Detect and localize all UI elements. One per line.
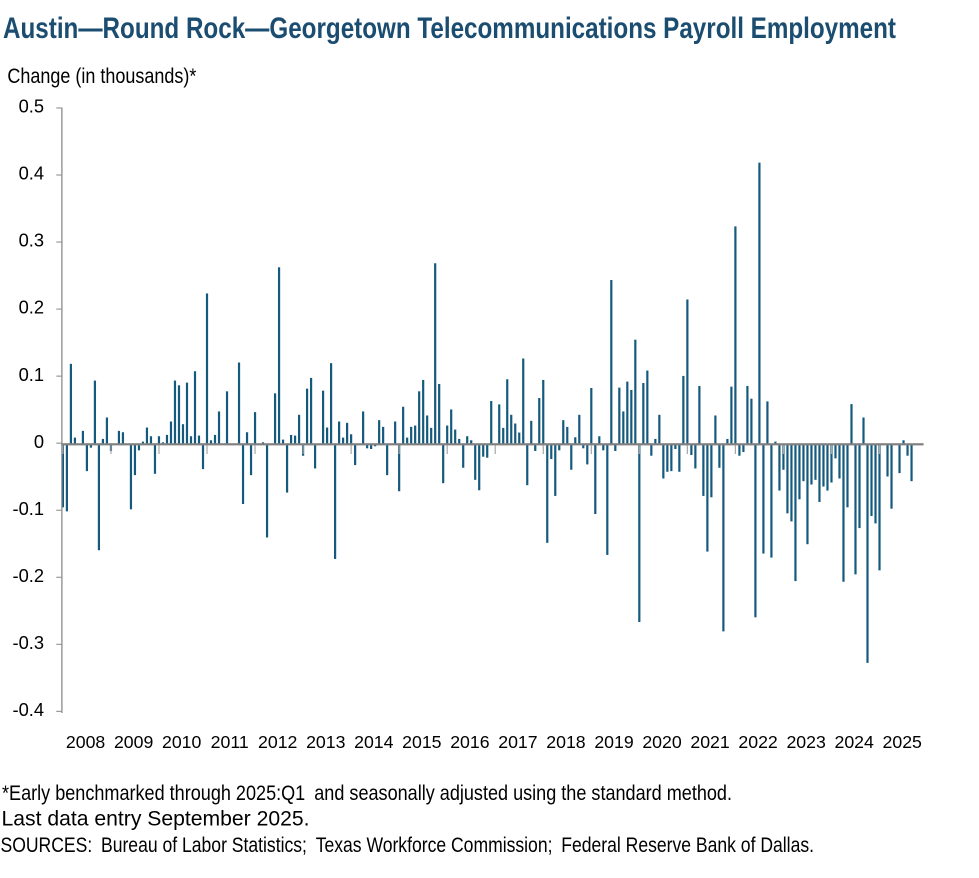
- svg-text:2023: 2023: [786, 732, 826, 752]
- svg-text:-0.3: -0.3: [12, 632, 44, 653]
- svg-text:Austin—Round Rock—Georgetown T: Austin—Round Rock—Georgetown Telecommuni…: [3, 12, 896, 45]
- svg-text:2017: 2017: [498, 732, 537, 752]
- svg-text:2008: 2008: [66, 732, 106, 752]
- svg-text:2018: 2018: [546, 732, 586, 752]
- svg-text:2021: 2021: [690, 732, 729, 752]
- svg-text:2019: 2019: [594, 732, 633, 752]
- svg-text:2011: 2011: [211, 732, 249, 752]
- svg-text:0: 0: [34, 431, 44, 452]
- svg-text:2012: 2012: [258, 732, 297, 752]
- svg-text:0.3: 0.3: [19, 230, 44, 251]
- svg-text:2016: 2016: [450, 732, 490, 752]
- svg-text:0.2: 0.2: [19, 297, 44, 318]
- svg-text:-0.4: -0.4: [12, 699, 44, 720]
- svg-text:-0.1: -0.1: [12, 498, 44, 519]
- svg-text:2024: 2024: [835, 732, 875, 752]
- svg-text:2015: 2015: [402, 732, 442, 752]
- svg-text:2009: 2009: [114, 732, 153, 752]
- svg-text:0.1: 0.1: [19, 364, 44, 385]
- svg-text:2013: 2013: [306, 732, 346, 752]
- svg-text:*Early benchmarked through 202: *Early benchmarked through 2025:Q1 and s…: [2, 781, 732, 805]
- svg-text:SOURCES: Bureau of Labor Stati: SOURCES: Bureau of Labor Statistics; Tex…: [1, 833, 815, 857]
- svg-text:2014: 2014: [354, 732, 394, 752]
- svg-text:2022: 2022: [738, 732, 777, 752]
- svg-text:0.5: 0.5: [19, 96, 44, 117]
- svg-text:2020: 2020: [642, 732, 682, 752]
- svg-text:-0.2: -0.2: [12, 565, 44, 586]
- svg-text:Change (in thousands)*: Change (in thousands)*: [7, 64, 197, 88]
- svg-text:Last data entry September 2025: Last data entry September 2025.: [2, 806, 310, 830]
- svg-text:0.4: 0.4: [19, 163, 44, 184]
- svg-text:2025: 2025: [883, 732, 923, 752]
- svg-text:2010: 2010: [162, 732, 202, 752]
